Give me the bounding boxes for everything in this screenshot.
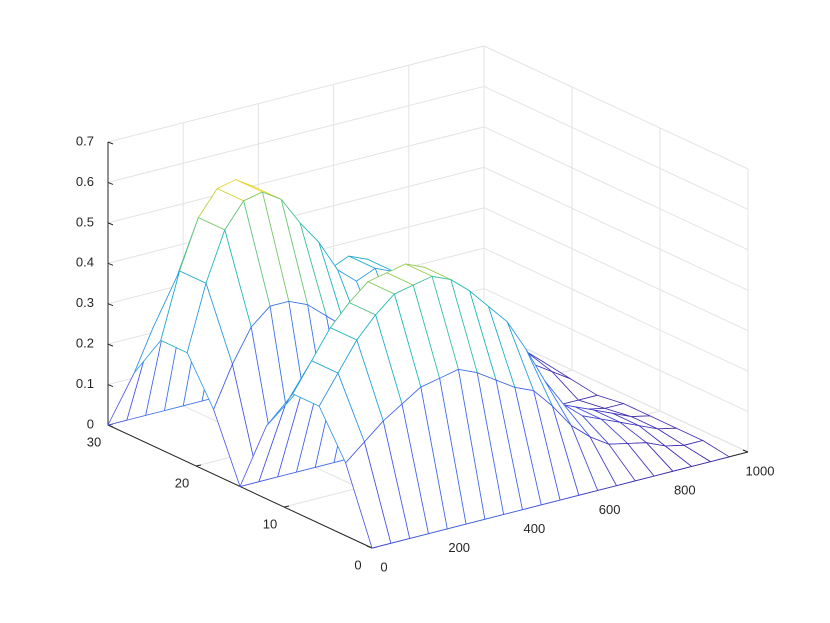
z-tick-label: 0 <box>87 416 94 431</box>
y-tick-label: 20 <box>175 475 189 490</box>
x-tick-label: 1000 <box>746 463 775 478</box>
grid-line <box>107 126 485 224</box>
tick-mark <box>107 384 114 388</box>
x-tick-label: 800 <box>674 483 696 498</box>
tick-mark <box>107 303 114 307</box>
grid-line <box>483 207 749 332</box>
grid-line <box>107 85 485 183</box>
y-tick-label: 30 <box>87 434 101 449</box>
grid-line <box>483 288 749 413</box>
z-tick-label: 0.7 <box>76 133 94 148</box>
tick-mark <box>107 181 114 185</box>
mesh-cell <box>345 441 392 549</box>
z-tick-label: 0.2 <box>76 336 94 351</box>
tick-mark <box>742 449 749 453</box>
tick-mark <box>107 343 114 347</box>
x-tick-label: 400 <box>524 521 546 536</box>
z-tick-label: 0.5 <box>76 214 94 229</box>
grid-line <box>483 166 749 291</box>
grid-line <box>483 45 749 170</box>
tick-mark <box>366 545 373 549</box>
grid-line <box>483 85 749 210</box>
tick-mark <box>107 222 114 226</box>
z-tick-label: 0.1 <box>76 376 94 391</box>
y-tick-label: 10 <box>263 516 277 531</box>
y-tick-label: 0 <box>354 557 361 572</box>
tick-mark <box>195 464 202 467</box>
x-tick-label: 200 <box>448 540 470 555</box>
tick-mark <box>283 505 290 508</box>
z-tick-label: 0.3 <box>76 295 94 310</box>
tick-mark <box>107 262 114 266</box>
z-tick-label: 0.6 <box>76 174 94 189</box>
x-tick-label: 600 <box>599 502 621 517</box>
x-tick-label: 0 <box>380 559 387 574</box>
grid-line <box>483 247 749 372</box>
grid-line <box>107 45 485 143</box>
z-tick-label: 0.4 <box>76 255 94 270</box>
tick-mark <box>107 141 114 145</box>
grid-line <box>107 166 485 264</box>
grid-line <box>483 328 749 453</box>
grid-line <box>483 126 749 251</box>
